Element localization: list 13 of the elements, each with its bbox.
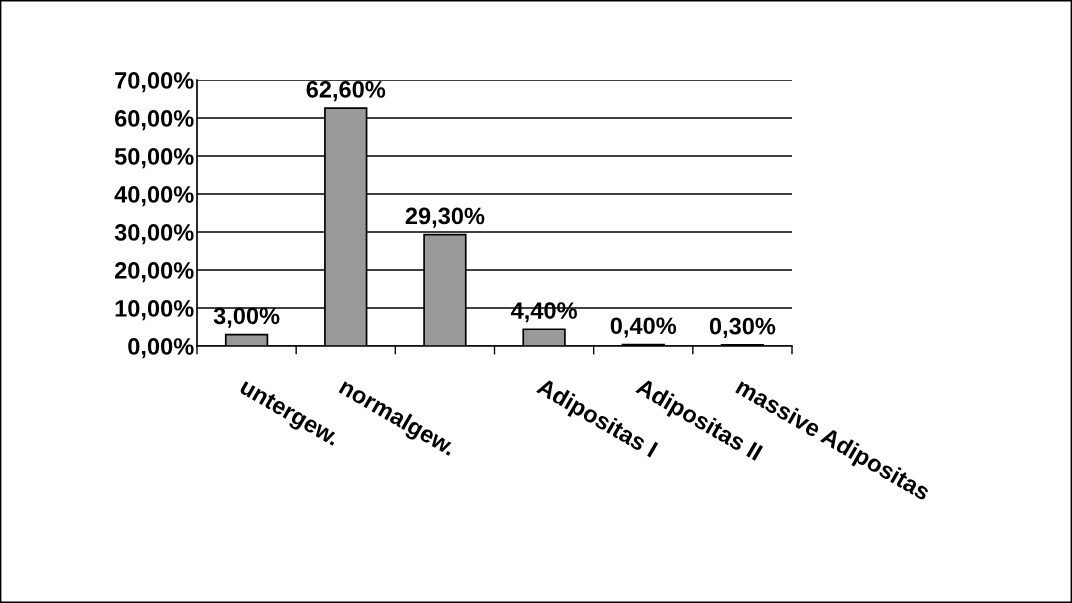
- data-label: 29,30%: [405, 207, 485, 228]
- y-tick-label: 40,00%: [114, 186, 194, 207]
- y-tick-label: 70,00%: [115, 72, 194, 93]
- data-label: 0,30%: [709, 317, 776, 338]
- y-tick-label: 10,00%: [115, 300, 194, 321]
- y-tick-label: 30,00%: [114, 224, 194, 245]
- y-tick-label: 20,00%: [114, 262, 194, 283]
- data-label: 62,60%: [306, 81, 386, 102]
- data-label: 3,00%: [213, 307, 280, 328]
- y-tick-label: 60,00%: [115, 110, 194, 131]
- y-tick-label: 0,00%: [128, 338, 194, 359]
- data-label: 0,40%: [610, 317, 677, 338]
- y-tick-label: 50,00%: [114, 148, 194, 169]
